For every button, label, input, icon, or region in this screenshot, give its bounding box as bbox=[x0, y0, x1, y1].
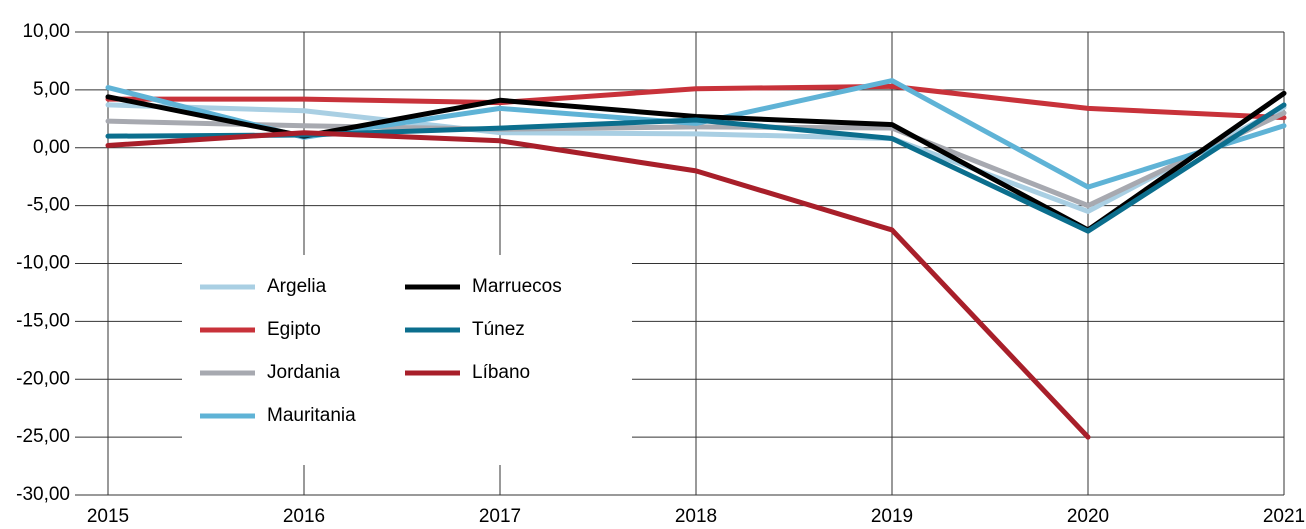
y-tick-label: -10,00 bbox=[16, 253, 70, 274]
y-tick-label: -25,00 bbox=[16, 426, 70, 447]
y-tick-label: -15,00 bbox=[16, 310, 70, 331]
legend-box bbox=[182, 255, 632, 465]
legend-label: Marruecos bbox=[472, 276, 562, 297]
legend-label: Líbano bbox=[472, 362, 530, 383]
series-line bbox=[105, 102, 1287, 214]
x-tick-label: 2019 bbox=[871, 506, 913, 527]
y-tick-label: -20,00 bbox=[16, 368, 70, 389]
legend-label: Túnez bbox=[472, 319, 525, 340]
x-tick-label: 2021 bbox=[1263, 506, 1305, 527]
y-tick-label: 5,00 bbox=[33, 79, 70, 100]
x-tick-label: 2015 bbox=[87, 506, 129, 527]
y-tick-label: 0,00 bbox=[33, 137, 70, 158]
x-tick-label: 2020 bbox=[1067, 506, 1109, 527]
y-tick-label: -5,00 bbox=[27, 195, 70, 216]
series-line bbox=[105, 83, 1287, 121]
legend-label: Jordania bbox=[267, 362, 340, 383]
series-line bbox=[105, 130, 1091, 440]
series-line bbox=[105, 110, 1287, 209]
legend-label: Egipto bbox=[267, 319, 321, 340]
legend-label: Mauritania bbox=[267, 405, 356, 426]
x-tick-label: 2018 bbox=[675, 506, 717, 527]
x-tick-label: 2017 bbox=[479, 506, 521, 527]
legend-label: Argelia bbox=[267, 276, 327, 297]
x-tick-label: 2016 bbox=[283, 506, 325, 527]
y-tick-label: 10,00 bbox=[22, 21, 70, 42]
y-tick-label: -30,00 bbox=[16, 484, 70, 505]
